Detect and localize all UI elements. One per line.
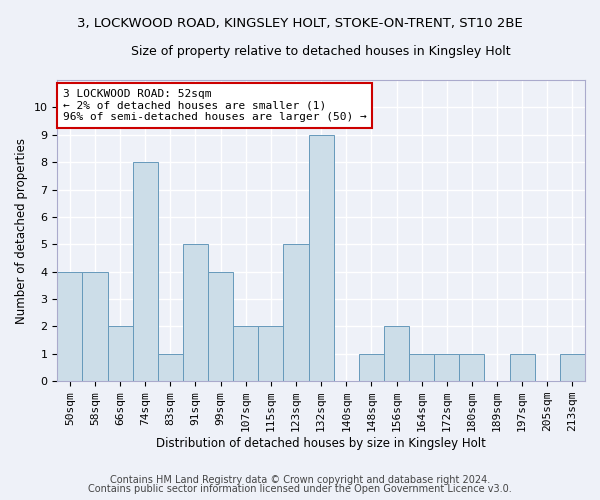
Bar	[107, 326, 133, 381]
Bar	[57, 272, 82, 381]
Title: Size of property relative to detached houses in Kingsley Holt: Size of property relative to detached ho…	[131, 45, 511, 58]
Text: Contains HM Land Registry data © Crown copyright and database right 2024.: Contains HM Land Registry data © Crown c…	[110, 475, 490, 485]
Bar	[409, 354, 434, 381]
Bar	[434, 354, 460, 381]
Bar	[384, 326, 409, 381]
Text: Contains public sector information licensed under the Open Government Licence v3: Contains public sector information licen…	[88, 484, 512, 494]
Bar	[158, 354, 183, 381]
Bar	[233, 326, 259, 381]
X-axis label: Distribution of detached houses by size in Kingsley Holt: Distribution of detached houses by size …	[156, 437, 486, 450]
Bar	[208, 272, 233, 381]
Y-axis label: Number of detached properties: Number of detached properties	[15, 138, 28, 324]
Bar	[509, 354, 535, 381]
Text: 3 LOCKWOOD ROAD: 52sqm
← 2% of detached houses are smaller (1)
96% of semi-detac: 3 LOCKWOOD ROAD: 52sqm ← 2% of detached …	[62, 89, 367, 122]
Bar	[283, 244, 308, 381]
Bar	[259, 326, 283, 381]
Bar	[308, 135, 334, 381]
Bar	[133, 162, 158, 381]
Bar	[460, 354, 484, 381]
Bar	[560, 354, 585, 381]
Bar	[183, 244, 208, 381]
Text: 3, LOCKWOOD ROAD, KINGSLEY HOLT, STOKE-ON-TRENT, ST10 2BE: 3, LOCKWOOD ROAD, KINGSLEY HOLT, STOKE-O…	[77, 18, 523, 30]
Bar	[82, 272, 107, 381]
Bar	[359, 354, 384, 381]
